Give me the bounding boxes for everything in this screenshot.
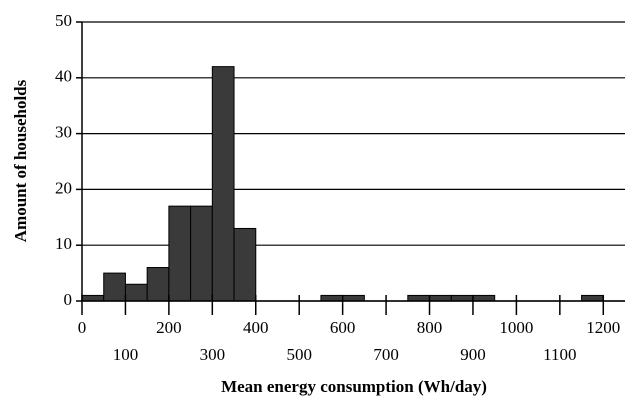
x-axis-label: Mean energy consumption (Wh/day) [221,377,487,396]
bar [103,272,126,302]
x-tick-label: 200 [156,318,182,337]
x-tick-label: 300 [200,345,226,364]
x-tick-label: 1200 [586,318,620,337]
x-tick-label: 900 [460,345,486,364]
y-tick-label: 30 [55,123,72,142]
y-tick-label: 40 [55,67,72,86]
y-tick-label: 20 [55,178,72,197]
x-tick-label: 800 [417,318,443,337]
bar [450,294,474,302]
bar [124,283,148,302]
bar [168,205,192,302]
x-tick-label: 400 [243,318,269,337]
bar [146,267,170,302]
bar [581,294,604,302]
x-tick-label: 100 [113,345,139,364]
x-tick-label: 700 [373,345,399,364]
bar [407,294,431,302]
bar [429,294,452,302]
bar [342,294,365,302]
y-tick-label: 0 [64,290,73,309]
bar [472,294,496,302]
y-tick-label: 10 [55,234,72,253]
y-axis-label: Amount of households [11,79,30,242]
x-tick-label: 1100 [543,345,576,364]
bar [233,227,257,302]
x-tick-label: 500 [286,345,312,364]
bar [320,294,344,302]
x-tick-label: 0 [78,318,87,337]
bar [211,66,235,302]
x-tick-label: 600 [330,318,356,337]
y-tick-label: 50 [55,11,72,30]
bar [190,205,213,302]
bar [81,294,105,302]
x-tick-label: 1000 [499,318,533,337]
